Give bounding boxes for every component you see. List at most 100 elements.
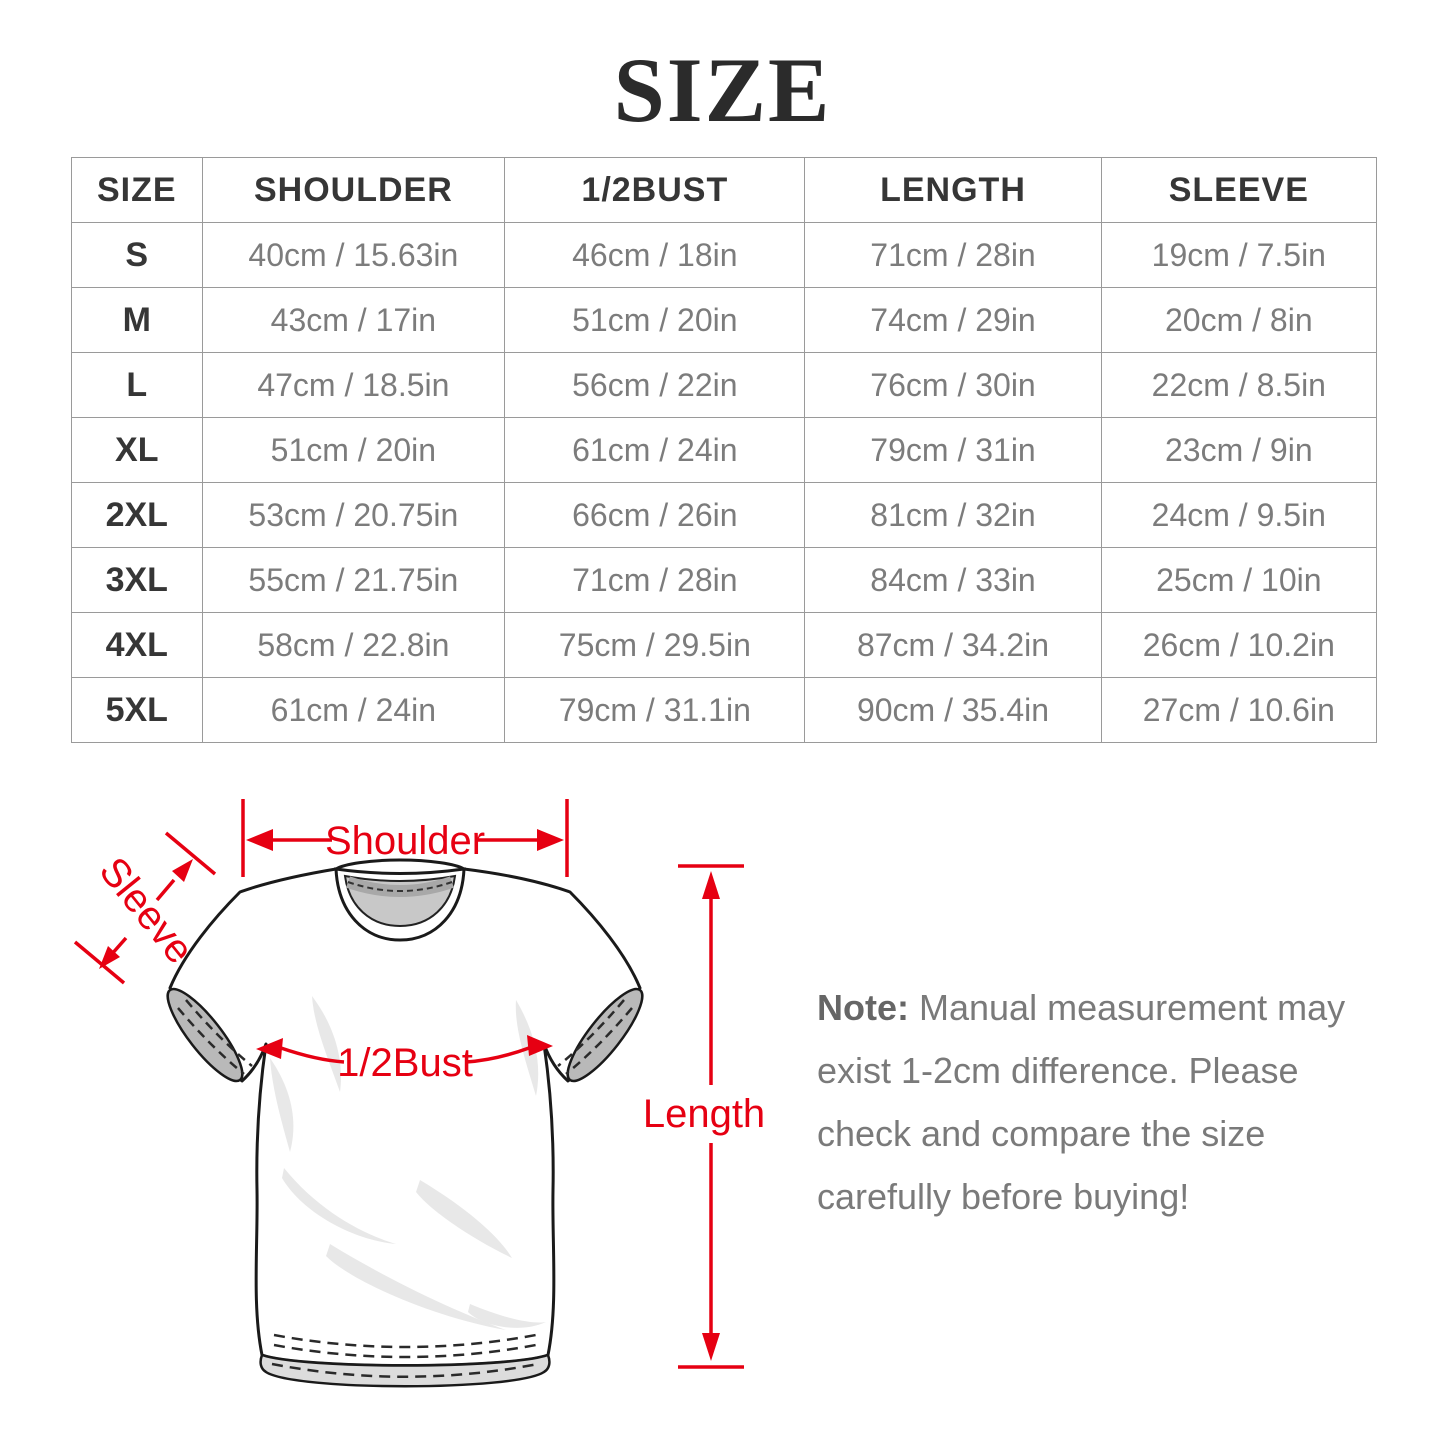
measurement-cell: 51cm / 20in: [504, 287, 806, 353]
measurement-cell: 58cm / 22.8in: [201, 612, 506, 678]
size-cell: S: [71, 222, 203, 288]
hem-stitching: [271, 1333, 539, 1378]
half-bust-label: 1/2Bust: [337, 1041, 473, 1085]
measurement-cell: 74cm / 29in: [804, 287, 1102, 353]
note-text: Note: Manual measurement may exist 1-2cm …: [817, 976, 1377, 1228]
note-line: exist 1-2cm difference. Please: [817, 1050, 1299, 1091]
sleeve-lower-arrowhead: [99, 946, 120, 969]
table-header-row: SIZE SHOULDER 1/2BUST LENGTH SLEEVE: [71, 157, 1378, 223]
measurement-cell: 75cm / 29.5in: [504, 612, 806, 678]
collar: [334, 867, 466, 942]
measurement-cell: 71cm / 28in: [804, 222, 1102, 288]
measurement-cell: 43cm / 17in: [201, 287, 506, 353]
measurement-cell: 71cm / 28in: [504, 547, 806, 613]
stitch-line: [271, 1362, 539, 1378]
length-label: Length: [643, 1092, 765, 1136]
table-row: S 40cm / 15.63in 46cm / 18in 71cm / 28in 19c…: [71, 222, 1378, 288]
measurement-cell: 79cm / 31.1in: [504, 677, 806, 743]
measurement-cell: 25cm / 10in: [1100, 547, 1378, 613]
sleeve-upper-arrow-line: [155, 878, 176, 902]
measurement-cell: 23cm / 9in: [1100, 417, 1378, 483]
measurement-cell: 66cm / 26in: [504, 482, 806, 548]
measurement-cell: 20cm / 8in: [1100, 287, 1378, 353]
wrinkle: [312, 996, 341, 1092]
wrinkle: [270, 1058, 294, 1152]
shoulder-left-arrowhead: [246, 829, 273, 851]
length-annotation: Length: [643, 864, 765, 1369]
size-cell: 5XL: [71, 677, 203, 743]
measurement-cell: 84cm / 33in: [804, 547, 1102, 613]
measurement-cell: 40cm / 15.63in: [201, 222, 506, 288]
col-header-halfbust: 1/2BUST: [504, 157, 806, 223]
sleeve-stitching: [177, 999, 633, 1075]
bust-right-arrow-line: [465, 1046, 530, 1064]
table-row: 3XL 55cm / 21.75in 71cm / 28in 84cm / 33in 2…: [71, 547, 1378, 613]
page-title: SIZE: [613, 39, 832, 141]
shoulder-annotation: Shoulder: [241, 799, 569, 877]
stitch-line: [185, 999, 253, 1067]
size-cell: M: [71, 287, 203, 353]
measurement-cell: 51cm / 20in: [201, 417, 506, 483]
sleeve-upper-arrowhead: [172, 859, 193, 882]
measurement-cell: 87cm / 34.2in: [804, 612, 1102, 678]
right-cuff: [566, 987, 644, 1083]
stitch-line: [565, 1007, 633, 1075]
col-header-sleeve: SLEEVE: [1100, 157, 1378, 223]
left-cuff: [166, 987, 244, 1083]
measurement-cell: 76cm / 30in: [804, 352, 1102, 418]
measurement-cell: 24cm / 9.5in: [1100, 482, 1378, 548]
col-header-shoulder: SHOULDER: [201, 157, 506, 223]
measurement-cell: 90cm / 35.4in: [804, 677, 1102, 743]
table-row: M 43cm / 17in 51cm / 20in 74cm / 29in 20cm /…: [71, 287, 1378, 353]
table-row: 2XL 53cm / 20.75in 66cm / 26in 81cm / 32in 2…: [71, 482, 1378, 548]
col-header-size: SIZE: [71, 157, 203, 223]
table-row: 5XL 61cm / 24in 79cm / 31.1in 90cm / 35.4in…: [71, 677, 1378, 743]
hem-band: [259, 1353, 551, 1388]
measurement-cell: 26cm / 10.2in: [1100, 612, 1378, 678]
note-line: Note: Manual measurement may: [817, 987, 1346, 1028]
size-cell: 3XL: [71, 547, 203, 613]
bust-right-arrowhead: [527, 1035, 553, 1056]
stitch-line: [273, 1333, 537, 1349]
measurement-cell: 47cm / 18.5in: [201, 352, 506, 418]
note-line: check and compare the size: [817, 1113, 1266, 1154]
table-row: XL 51cm / 20in 61cm / 24in 79cm / 31in 23cm …: [71, 417, 1378, 483]
measurement-annotations: Shoulder Sleeve 1/2Bust: [73, 799, 765, 1369]
col-header-length: LENGTH: [804, 157, 1102, 223]
sleeve-lower-tick: [73, 940, 126, 985]
note-prefix: Note:: [817, 987, 919, 1028]
stitch-line: [557, 999, 625, 1067]
wrinkle: [468, 1304, 546, 1328]
shoulder-right-arrowhead: [537, 829, 564, 851]
table-row: L 47cm / 18.5in 56cm / 22in 76cm / 30in 22cm…: [71, 352, 1378, 418]
table-row: 4XL 58cm / 22.8in 75cm / 29.5in 87cm / 34.2…: [71, 612, 1378, 678]
size-cell: XL: [71, 417, 203, 483]
bust-left-arrowhead: [256, 1038, 283, 1059]
measurement-cell: 27cm / 10.6in: [1100, 677, 1378, 743]
collar-stitch: [347, 881, 453, 892]
tshirt-measurement-diagram: Shoulder Sleeve 1/2Bust: [73, 799, 765, 1388]
measurement-cell: 46cm / 18in: [504, 222, 806, 288]
length-top-arrowhead: [702, 871, 720, 899]
measurement-cell: 55cm / 21.75in: [201, 547, 506, 613]
wrinkle: [326, 1244, 506, 1330]
sleeve-upper-tick: [164, 831, 217, 876]
bust-left-arrow-line: [280, 1046, 345, 1064]
length-bottom-arrowhead: [702, 1333, 720, 1361]
stitch-line: [273, 1343, 537, 1359]
measurement-cell: 61cm / 24in: [504, 417, 806, 483]
tshirt-illustration: [166, 858, 644, 1388]
size-table: SIZE SHOULDER 1/2BUST LENGTH SLEEVE S 40c…: [71, 157, 1378, 743]
measurement-cell: 56cm / 22in: [504, 352, 806, 418]
size-cell: L: [71, 352, 203, 418]
shoulder-label: Shoulder: [325, 819, 485, 863]
measurement-cell: 79cm / 31in: [804, 417, 1102, 483]
measurement-cell: 19cm / 7.5in: [1100, 222, 1378, 288]
measurement-cell: 61cm / 24in: [201, 677, 506, 743]
stitch-line: [177, 1007, 245, 1075]
measurement-cell: 53cm / 20.75in: [201, 482, 506, 548]
wrinkle: [416, 1180, 512, 1258]
measurement-cell: 81cm / 32in: [804, 482, 1102, 548]
half-bust-annotation: 1/2Bust: [256, 1035, 553, 1085]
